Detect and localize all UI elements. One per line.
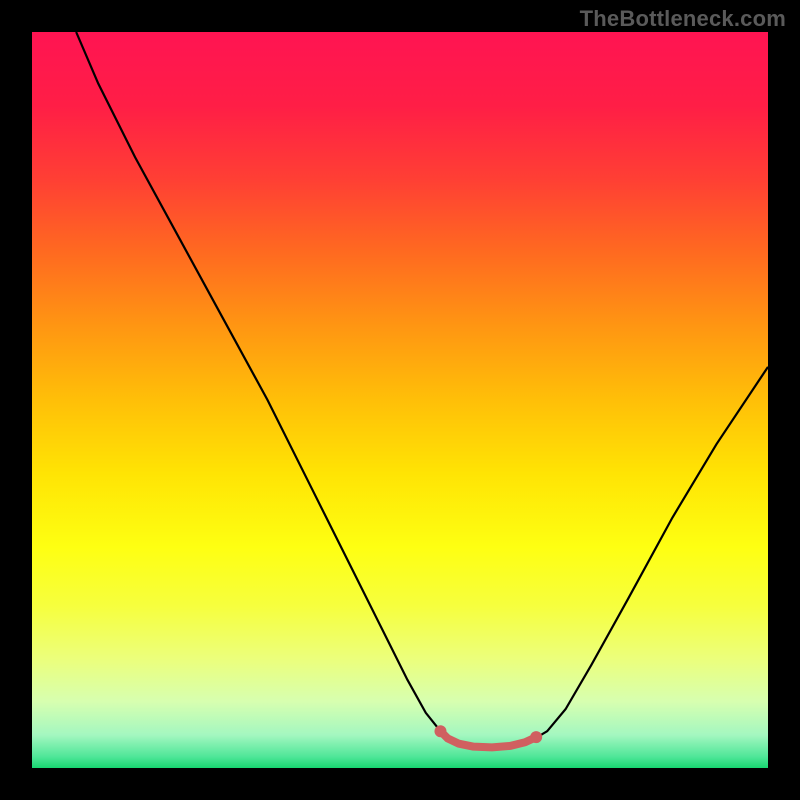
curve-layer [32, 32, 768, 768]
trough-highlight [440, 731, 536, 747]
plot-area [32, 32, 768, 768]
trough-end-dot [530, 731, 542, 743]
trough-start-dot [434, 725, 446, 737]
watermark-text: TheBottleneck.com [580, 6, 786, 32]
bottleneck-curve [76, 32, 768, 747]
